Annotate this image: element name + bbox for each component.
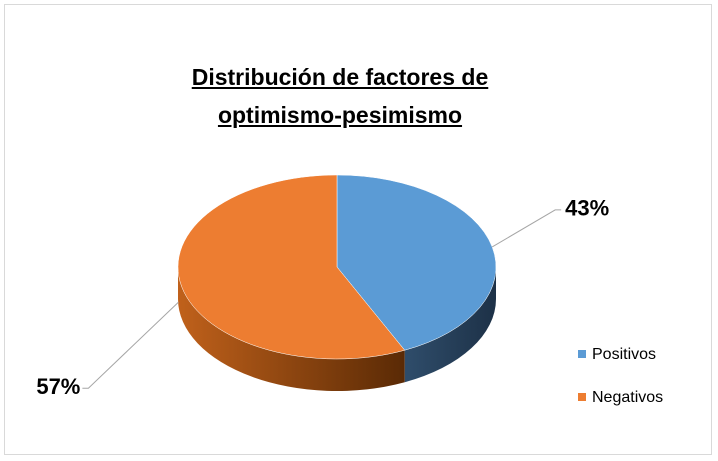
leader-line <box>491 209 562 248</box>
legend-label: Positivos <box>592 346 656 363</box>
chart-title: Distribución de factores de optimismo-pe… <box>191 64 489 128</box>
legend-label: Negativos <box>592 389 663 406</box>
leader-line <box>82 301 179 389</box>
slice-side <box>404 267 496 383</box>
data-label: 57% <box>36 374 80 399</box>
data-label: 43% <box>565 196 609 221</box>
chart-frame <box>4 4 712 455</box>
slice-side <box>178 267 405 391</box>
legend-swatch <box>578 393 586 401</box>
slice <box>336 174 497 351</box>
legend-swatch <box>578 350 586 358</box>
slice <box>177 174 406 360</box>
